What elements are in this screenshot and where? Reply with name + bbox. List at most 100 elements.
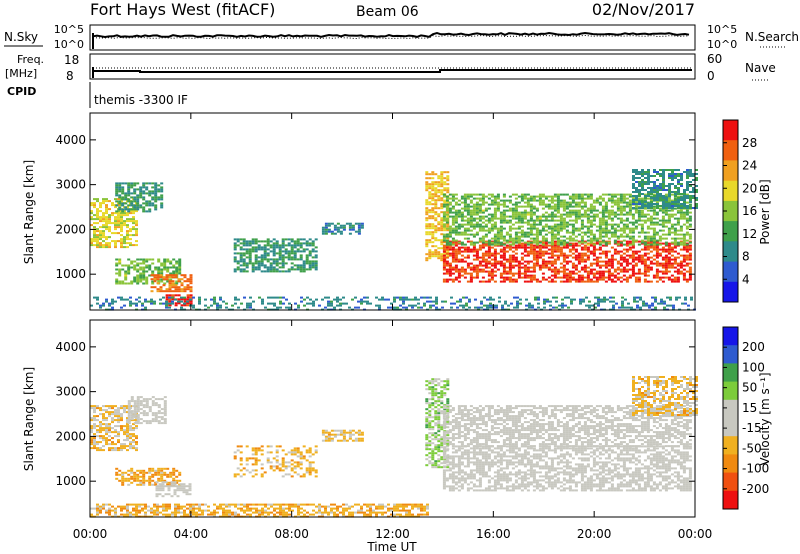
heatmap-cell <box>129 230 132 233</box>
heatmap-cell <box>538 244 542 247</box>
heatmap-cell <box>511 215 515 218</box>
heatmap-cell <box>445 199 449 202</box>
heatmap-cell <box>148 208 152 211</box>
beam-label: Beam 06 <box>356 4 419 20</box>
heatmap-cell <box>487 213 491 216</box>
heatmap-cell <box>102 244 105 247</box>
heatmap-cell <box>121 198 125 201</box>
heatmap-cell <box>625 276 629 279</box>
heatmap-cell <box>686 175 689 177</box>
heatmap-cell <box>133 266 137 269</box>
heatmap-cell <box>183 288 187 291</box>
heatmap-cell <box>553 225 557 228</box>
heatmap-cell <box>550 219 554 222</box>
heatmap-cell <box>665 197 668 199</box>
heatmap-cell <box>514 197 518 200</box>
heatmap-cell <box>514 272 518 275</box>
heatmap-cell <box>225 302 228 305</box>
heatmap-cell <box>117 198 120 201</box>
heatmap-cell <box>266 244 270 247</box>
heatmap-cell <box>672 304 675 307</box>
heatmap-cell <box>635 177 638 179</box>
heatmap-cell <box>123 445 126 448</box>
heatmap-cell <box>442 205 446 208</box>
heatmap-cell <box>123 304 126 307</box>
heatmap-cell <box>607 237 611 240</box>
heatmap-cell <box>613 211 617 214</box>
heatmap-cell <box>561 302 564 305</box>
heatmap-cell <box>129 445 132 448</box>
heatmap-cell <box>520 266 524 269</box>
heatmap-cell <box>559 219 563 222</box>
heatmap-cell <box>481 241 485 244</box>
heatmap-cell <box>676 264 680 267</box>
heatmap-cell <box>625 264 629 267</box>
heatmap-cell <box>454 252 458 255</box>
heatmap-cell <box>156 278 160 281</box>
heatmap-cell <box>532 270 536 273</box>
heatmap-cell <box>598 223 602 226</box>
heatmap-cell <box>631 229 635 232</box>
heatmap-cell <box>673 260 677 263</box>
heatmap-cell <box>553 254 557 257</box>
heatmap-cell <box>102 409 105 412</box>
heatmap-cell <box>556 207 560 210</box>
heatmap-cell <box>166 258 170 261</box>
heatmap-cell <box>442 233 446 236</box>
heatmap-cell <box>523 211 527 214</box>
heatmap-cell <box>553 262 557 265</box>
heatmap-cell <box>490 270 494 273</box>
heatmap-cell <box>528 306 531 309</box>
heatmap-cell <box>517 219 521 222</box>
heatmap-cell <box>105 208 108 211</box>
heatmap-cell <box>434 181 438 184</box>
heatmap-cell <box>142 274 146 277</box>
heatmap-cell <box>105 443 108 446</box>
heatmap-cell <box>136 208 140 211</box>
heatmap-cell <box>535 237 539 240</box>
heatmap-cell <box>300 296 303 299</box>
heatmap-cell <box>445 262 449 265</box>
heatmap-cell <box>118 190 122 193</box>
heatmap-cell <box>90 405 93 408</box>
heatmap-cell <box>505 233 509 236</box>
heatmap-cell <box>463 246 467 249</box>
heatmap-cell <box>375 304 378 307</box>
heatmap-cell <box>302 264 306 267</box>
heatmap-cell <box>296 242 300 245</box>
freq-right-tick-top: 60 <box>707 52 722 66</box>
heatmap-cell <box>619 254 623 257</box>
heatmap-cell <box>622 201 626 204</box>
heatmap-cell <box>682 256 686 259</box>
heatmap-cell <box>445 239 449 242</box>
heatmap-cell <box>589 229 593 232</box>
heatmap-cell <box>505 244 509 247</box>
heatmap-cell <box>118 202 122 205</box>
heatmap-cell <box>263 250 267 253</box>
heatmap-cell <box>239 238 243 241</box>
heatmap-cell <box>556 239 560 242</box>
heatmap-cell <box>517 262 521 265</box>
heatmap-cell <box>272 250 276 253</box>
heatmap-cell <box>565 207 569 210</box>
heatmap-cell <box>257 268 261 271</box>
heatmap-cell <box>445 264 449 267</box>
heatmap-cell <box>580 195 584 198</box>
heatmap-cell <box>463 205 467 208</box>
heatmap-cell <box>541 239 545 242</box>
heatmap-cell <box>652 193 656 196</box>
heatmap-cell <box>517 272 521 275</box>
heatmap-cell <box>115 264 119 267</box>
heatmap-cell <box>242 248 246 251</box>
heatmap-cell <box>281 240 285 243</box>
heatmap-cell <box>293 244 297 247</box>
heatmap-cell <box>685 217 689 220</box>
heatmap-cell <box>595 239 599 242</box>
heatmap-cell <box>628 274 632 277</box>
heatmap-cell <box>619 213 623 216</box>
heatmap-cell <box>111 427 114 430</box>
heatmap-cell <box>682 268 686 271</box>
heatmap-cell <box>487 278 491 281</box>
heatmap-cell <box>574 280 578 283</box>
heatmap-cell <box>655 201 659 204</box>
